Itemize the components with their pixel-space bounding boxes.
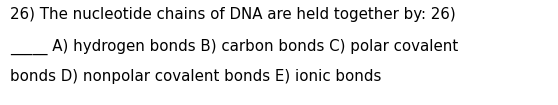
Text: 26) The nucleotide chains of DNA are held together by: 26): 26) The nucleotide chains of DNA are hel… [10, 7, 456, 22]
Text: _____ A) hydrogen bonds B) carbon bonds C) polar covalent: _____ A) hydrogen bonds B) carbon bonds … [10, 38, 458, 54]
Text: bonds D) nonpolar covalent bonds E) ionic bonds: bonds D) nonpolar covalent bonds E) ioni… [10, 69, 382, 84]
